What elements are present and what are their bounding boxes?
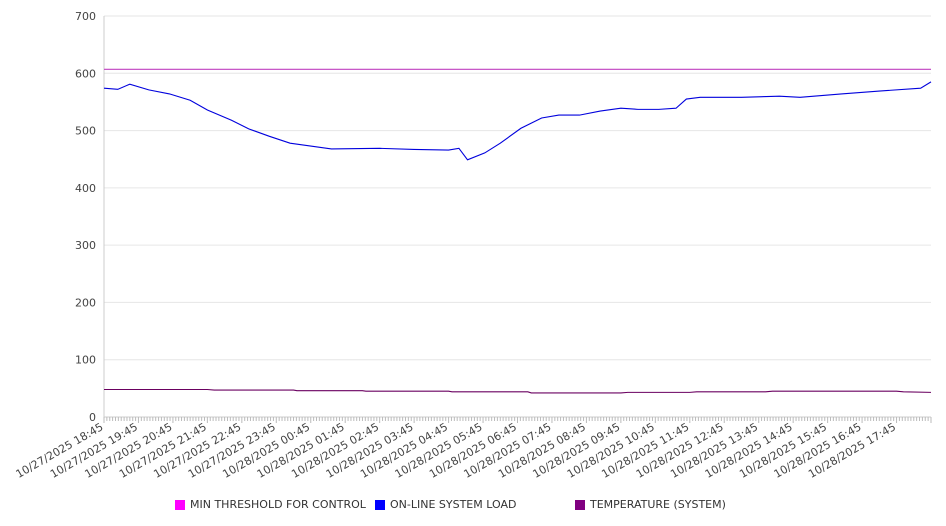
y-axis: 0 100 200 300 400 500 600 700 — [75, 10, 105, 424]
y-tick-label: 500 — [75, 125, 96, 138]
y-tick-label: 300 — [75, 239, 96, 252]
series-line-1 — [103, 81, 932, 161]
series-line-2 — [104, 388, 932, 394]
legend: MIN THRESHOLD FOR CONTROL ON-LINE SYSTEM… — [0, 498, 946, 514]
legend-item-threshold[interactable]: MIN THRESHOLD FOR CONTROL — [175, 498, 366, 511]
legend-label: ON-LINE SYSTEM LOAD — [390, 498, 517, 511]
y-tick-label: 600 — [75, 67, 96, 80]
y-tick-label: 700 — [75, 10, 96, 23]
y-tick-label: 400 — [75, 182, 96, 195]
legend-swatch — [175, 499, 185, 510]
legend-swatch — [575, 499, 585, 510]
legend-item-load[interactable]: ON-LINE SYSTEM LOAD — [375, 498, 516, 511]
y-tick-label: 200 — [75, 296, 96, 309]
y-tick-label: 100 — [75, 354, 96, 367]
series-lines — [103, 68, 932, 394]
legend-label: MIN THRESHOLD FOR CONTROL — [190, 498, 366, 511]
y-tick-label: 0 — [89, 411, 96, 424]
grid — [104, 15, 931, 361]
legend-item-temperature[interactable]: TEMPERATURE (SYSTEM) — [575, 498, 726, 511]
legend-swatch — [375, 499, 385, 510]
legend-label: TEMPERATURE (SYSTEM) — [590, 498, 726, 511]
